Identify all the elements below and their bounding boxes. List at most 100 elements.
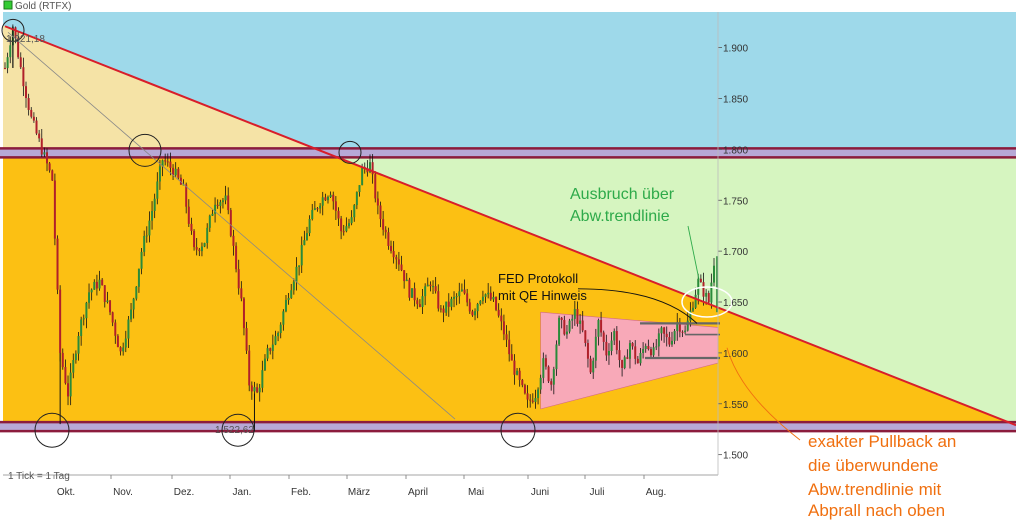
candle-body <box>219 202 222 207</box>
tick-footnote: 1 Tick = 1 Tag <box>8 471 70 482</box>
legend: Gold (RTFX) <box>3 0 72 12</box>
candle-body <box>158 166 161 182</box>
candle-body <box>610 340 613 352</box>
candle-body <box>19 57 22 68</box>
candle-body <box>143 235 146 252</box>
candle-body <box>319 205 322 209</box>
x-tick-label: Jan. <box>233 487 252 498</box>
candle-body <box>634 346 637 359</box>
candle-body <box>208 215 211 228</box>
candle-body <box>4 67 6 69</box>
breakout-annotation-line2: Abw.trendlinie <box>570 208 670 225</box>
pullback-annotation-line4: Abprall nach oben <box>808 501 945 520</box>
candle-body <box>558 317 561 345</box>
candle-body <box>586 342 589 359</box>
candle-body <box>397 259 400 265</box>
marker-ellipse-breakout <box>681 286 733 318</box>
candle-body <box>481 296 484 301</box>
candle-body <box>521 379 524 386</box>
y-tick-label: 1.550 <box>723 400 748 411</box>
annotations: Ausbruch über Abw.trendlinie FED Protoko… <box>498 186 956 520</box>
candle-body <box>563 319 566 335</box>
candle-body <box>287 297 290 301</box>
candle-body <box>379 205 382 220</box>
candle-body <box>350 217 353 224</box>
candle-body <box>560 317 563 320</box>
candle-body <box>342 231 345 233</box>
candle-body <box>405 279 408 282</box>
candle-body <box>326 196 329 201</box>
marker-circle-jan-low <box>221 413 255 447</box>
candle-body <box>337 210 340 219</box>
candle-body <box>179 177 182 185</box>
candle-body <box>303 240 306 246</box>
candle-body <box>371 162 374 175</box>
candle-body <box>387 232 390 246</box>
candle-body <box>555 344 558 370</box>
candle-body <box>542 358 545 378</box>
candle-body <box>35 120 38 134</box>
candle-body <box>298 265 301 267</box>
candle-body <box>552 369 555 385</box>
candle-body <box>80 319 83 337</box>
candle-body <box>127 319 130 339</box>
background-zones <box>3 12 1016 475</box>
downtrend-line <box>4 25 1016 427</box>
candle-body <box>691 307 694 311</box>
candle-body <box>495 297 498 310</box>
level-band-0 <box>0 148 1016 158</box>
candle-body <box>156 181 159 199</box>
candle-body <box>148 220 151 236</box>
candle-body <box>292 281 295 291</box>
candle-body <box>74 353 77 361</box>
candle-body <box>40 138 43 155</box>
candle-body <box>9 45 12 58</box>
candle-body <box>424 286 427 297</box>
candle-body <box>109 300 112 313</box>
candle-body <box>663 327 666 334</box>
candle-body <box>529 399 532 401</box>
candle-body <box>673 330 676 341</box>
candle-body <box>631 343 634 347</box>
candle-body <box>250 385 253 392</box>
candle-body <box>526 393 529 400</box>
candle-body <box>334 201 337 211</box>
candle-body <box>345 226 348 232</box>
candle-body <box>676 322 679 331</box>
candle-body <box>594 336 597 361</box>
candle-body <box>581 320 584 331</box>
candle-body <box>214 204 217 214</box>
candle-body <box>466 293 469 303</box>
candle-body <box>455 296 458 298</box>
candle-body <box>450 298 453 307</box>
pointer-breakout <box>687 225 700 280</box>
candle-body <box>534 398 537 402</box>
candle-body <box>151 210 154 221</box>
candle-body <box>111 312 114 323</box>
candle-body <box>43 152 46 155</box>
candle-body <box>668 337 671 345</box>
candle-body <box>98 279 101 289</box>
candle-body <box>458 291 461 297</box>
zone-orange <box>3 152 1016 427</box>
candle-body <box>426 284 429 287</box>
x-tick-label: April <box>408 487 428 498</box>
candle-body <box>229 210 232 236</box>
candle-body <box>169 161 172 168</box>
candle-body <box>539 377 542 390</box>
candle-body <box>710 282 713 303</box>
candle-body <box>579 320 582 324</box>
candle-body <box>361 166 364 186</box>
candle-body <box>479 300 482 304</box>
candle-body <box>85 302 88 319</box>
candle-body <box>382 219 385 230</box>
candle-body <box>166 161 169 163</box>
candle-body <box>56 238 59 290</box>
marker-circle-high <box>1 18 25 42</box>
y-tick-label: 1.700 <box>723 247 748 258</box>
pointer-pullback <box>726 347 801 441</box>
candle-body <box>82 318 85 320</box>
candle-body <box>384 229 387 233</box>
candle-body <box>395 257 398 260</box>
candle-body <box>484 294 487 297</box>
